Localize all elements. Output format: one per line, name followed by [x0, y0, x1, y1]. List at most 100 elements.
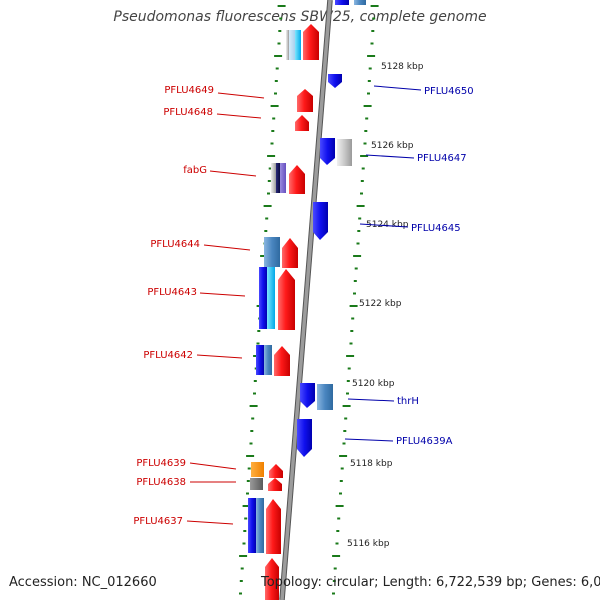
- gene-feature: [335, 0, 349, 5]
- tick-mark: [249, 405, 258, 407]
- tick-mark: [370, 5, 379, 7]
- tick-mark: [354, 267, 358, 270]
- tick-mark: [270, 142, 274, 145]
- backbone: [279, 0, 333, 600]
- tick-mark: [239, 580, 243, 582]
- genome-summary-text: Topology: circular; Length: 6,722,539 bp…: [261, 575, 600, 590]
- gene-label: PFLU4650: [424, 86, 474, 97]
- reverse-gene-labels: PFLU4650 PFLU4647 PFLU4645 thrH PFLU4639…: [344, 85, 474, 447]
- gene-label: PFLU4647: [417, 153, 467, 164]
- tick-mark: [268, 167, 272, 170]
- tick-mark: [365, 117, 369, 120]
- tick-mark: [240, 567, 244, 570]
- gene-feature: [256, 345, 264, 375]
- tick-mark: [360, 155, 369, 157]
- tick-mark: [249, 442, 253, 445]
- tick-mark: [358, 217, 362, 220]
- gene-label: PFLU4644: [150, 239, 200, 250]
- gene-label: fabG: [183, 165, 207, 176]
- tick-mark: [267, 192, 270, 195]
- tick-mark: [357, 230, 361, 232]
- gene-feature: [250, 478, 263, 490]
- gene-feature: [274, 346, 290, 376]
- tick-mark: [343, 430, 347, 432]
- forward-gene-labels: PFLU4649 PFLU4648 fabG PFLU4644 PFLU4643…: [133, 85, 265, 527]
- scale-label: 5126 kbp: [371, 141, 414, 151]
- gene-feature: [264, 345, 272, 375]
- gene-feature: [286, 30, 289, 60]
- tick-mark: [349, 305, 358, 307]
- tick-mark: [372, 17, 376, 20]
- gene-feature: [317, 384, 333, 410]
- scale-label: 5128 kbp: [381, 62, 424, 72]
- tick-mark: [351, 317, 355, 320]
- gene-feature: [259, 267, 267, 329]
- gene-feature: [266, 499, 281, 554]
- tick-mark: [350, 330, 354, 332]
- tick-mark: [265, 217, 269, 220]
- tick-mark: [342, 442, 346, 445]
- tick-mark: [263, 205, 272, 207]
- tick-mark: [274, 92, 277, 95]
- tick-mark: [367, 55, 376, 57]
- gene-feature: [267, 267, 275, 329]
- gene-feature: [264, 237, 280, 267]
- gene-feature: [295, 115, 309, 131]
- tick-mark: [367, 92, 370, 95]
- tick-mark: [356, 205, 365, 207]
- gene-label: PFLU4639A: [396, 436, 453, 447]
- tick-mark: [347, 367, 351, 370]
- tick-mark: [360, 180, 364, 182]
- tick-mark: [360, 192, 363, 195]
- gene-label: thrH: [397, 396, 419, 407]
- tick-mark: [368, 67, 372, 70]
- gene-feature: [297, 89, 313, 112]
- gene-label: PFLU4638: [136, 477, 186, 488]
- gene-label: PFLU4649: [164, 85, 214, 96]
- tick-mark: [272, 117, 276, 120]
- gene-feature: [278, 269, 295, 330]
- tick-mark: [346, 380, 350, 382]
- tick-mark: [246, 480, 250, 482]
- tick-mark: [340, 467, 344, 470]
- tick-mark: [349, 342, 353, 345]
- tick-mark: [361, 167, 365, 170]
- tick-mark: [332, 580, 336, 582]
- gene-feature: [300, 383, 315, 408]
- tick-mark: [271, 130, 275, 132]
- tick-mark: [270, 105, 279, 107]
- gene-feature: [268, 478, 282, 491]
- scale-label: 5124 kbp: [366, 220, 409, 230]
- gene-label: PFLU4643: [147, 287, 197, 298]
- tick-mark: [339, 492, 342, 495]
- map-title: Pseudomonas fluorescens SBW25, complete …: [113, 9, 487, 25]
- scale-labels: 5128 kbp 5126 kbp 5124 kbp 5122 kbp 5120…: [347, 62, 424, 549]
- gene-feature: [303, 24, 319, 60]
- gene-feature: [289, 165, 305, 194]
- tick-mark: [250, 430, 254, 432]
- tick-mark: [256, 342, 260, 345]
- gene-feature: [269, 464, 283, 478]
- tick-mark: [277, 42, 281, 45]
- gene-feature: [297, 419, 312, 457]
- tick-mark: [246, 455, 255, 457]
- tick-mark: [239, 555, 248, 557]
- gene-feature: [256, 498, 264, 553]
- accession-text: Accession: NC_012660: [9, 575, 157, 590]
- gene-features: [248, 0, 366, 600]
- tick-mark: [244, 517, 248, 520]
- tick-mark: [251, 417, 255, 420]
- tick-mark: [242, 542, 246, 545]
- tick-mark: [274, 80, 278, 82]
- tick-mark: [337, 517, 341, 520]
- gene-feature: [313, 202, 328, 240]
- tick-mark: [353, 280, 357, 282]
- tick-mark: [346, 392, 349, 395]
- tick-mark: [275, 67, 279, 70]
- tick-mark: [364, 130, 368, 132]
- gene-feature: [282, 238, 298, 268]
- tick-mark: [278, 30, 282, 32]
- tick-mark: [279, 17, 283, 20]
- scale-label: 5116 kbp: [347, 539, 390, 549]
